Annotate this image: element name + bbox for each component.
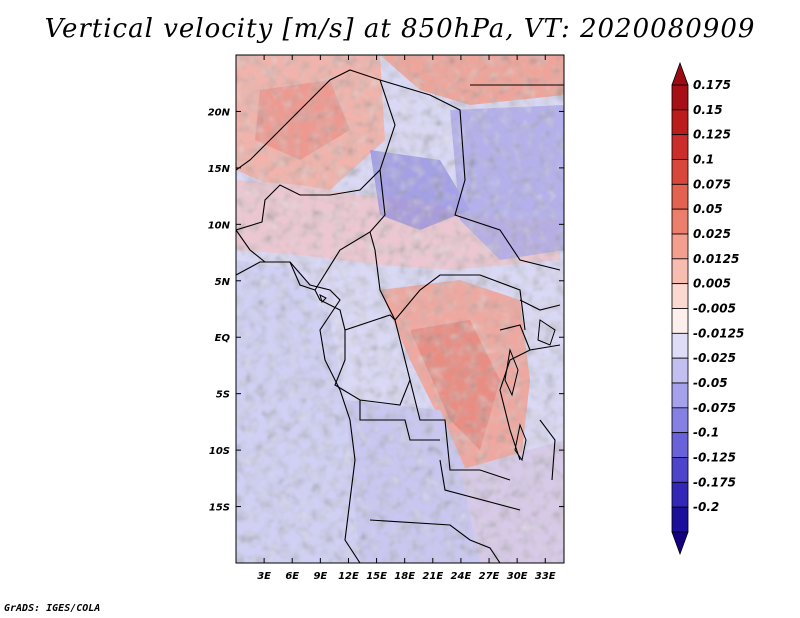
colorbar-label: -0.1 bbox=[693, 426, 719, 440]
colorbar-label: 0.1 bbox=[693, 153, 714, 167]
lon-tick-label: 33E bbox=[535, 571, 556, 582]
lon-tick-label: 30E bbox=[507, 571, 528, 582]
colorbar-swatch bbox=[671, 159, 689, 185]
lon-tick-label: 24E bbox=[451, 571, 472, 582]
colorbar-label: -0.05 bbox=[693, 376, 728, 390]
lon-tick-label: 6E bbox=[285, 571, 299, 582]
lon-tick-label: 9E bbox=[313, 571, 327, 582]
colorbar-swatch bbox=[671, 506, 689, 533]
map-title: Vertical velocity [m/s] at 850hPa, VT: 2… bbox=[44, 14, 756, 44]
colorbar-swatch bbox=[671, 208, 689, 235]
lon-tick-label: 15E bbox=[366, 571, 387, 582]
lat-tick-label: 5N bbox=[215, 277, 231, 288]
lon-tick-label: 27E bbox=[479, 571, 500, 582]
colorbar-swatch bbox=[671, 183, 689, 210]
lon-tick-label: 3E bbox=[257, 571, 271, 582]
colorbar-label: -0.075 bbox=[693, 401, 736, 415]
colorbar-label: 0.15 bbox=[693, 103, 723, 117]
colorbar-label: 0.005 bbox=[693, 277, 731, 291]
lat-tick-label: 15N bbox=[208, 164, 231, 175]
longitude-axis: 3E 6E 9E 12E 15E 18E 21E 24E 27E 30E 33E bbox=[257, 55, 556, 582]
colorbar-label: -0.125 bbox=[693, 451, 736, 465]
grads-credit: GrADS: IGES/COLA bbox=[4, 603, 101, 614]
lat-tick-label: 5S bbox=[216, 390, 230, 401]
colorbar-swatch bbox=[671, 308, 689, 334]
colorbar-high-arrow bbox=[671, 61, 689, 86]
lat-tick-label: 10N bbox=[208, 220, 231, 231]
colorbar-swatch bbox=[671, 332, 689, 359]
velocity-field bbox=[236, 55, 564, 563]
colorbar-label: 0.175 bbox=[693, 78, 731, 92]
colorbar-swatch bbox=[671, 283, 689, 309]
colorbar-swatch bbox=[671, 233, 689, 260]
colorbar-label: -0.0125 bbox=[693, 326, 744, 340]
colorbar-swatch bbox=[671, 258, 689, 285]
colorbar-swatch bbox=[671, 407, 689, 434]
lon-tick-label: 21E bbox=[422, 571, 443, 582]
colorbar-swatch bbox=[671, 134, 689, 160]
colorbar-label: -0.175 bbox=[693, 475, 736, 489]
colorbar-swatch bbox=[671, 382, 689, 409]
colorbar-swatch bbox=[671, 84, 689, 111]
colorbar-label: 0.125 bbox=[693, 128, 731, 142]
lat-tick-label: 20N bbox=[208, 107, 231, 118]
colorbar-low-arrow bbox=[671, 531, 689, 556]
colorbar-label: 0.0125 bbox=[693, 252, 739, 266]
lon-tick-label: 18E bbox=[394, 571, 415, 582]
colorbar-label: 0.05 bbox=[693, 202, 723, 216]
lat-tick-label: 15S bbox=[209, 503, 230, 514]
colorbar-label: -0.2 bbox=[693, 500, 719, 514]
colorbar-label: 0.075 bbox=[693, 177, 731, 191]
colorbar-label: -0.005 bbox=[693, 302, 736, 316]
latitude-axis: 20N 15N 10N 5N EQ 5S 10S 15S bbox=[208, 107, 564, 514]
lat-tick-label: 10S bbox=[209, 446, 230, 457]
lat-tick-label: EQ bbox=[215, 333, 231, 344]
colorbar-swatch bbox=[671, 109, 689, 136]
colorbar-swatch bbox=[671, 357, 689, 384]
colorbar: 0.175 0.15 0.125 0.1 0.075 0.05 0.025 0.0125 0.0… bbox=[671, 61, 744, 556]
colorbar-swatch bbox=[671, 481, 689, 508]
colorbar-swatch bbox=[671, 432, 689, 458]
colorbar-label: -0.025 bbox=[693, 351, 736, 365]
map-frame bbox=[235, 54, 565, 564]
colorbar-label: 0.025 bbox=[693, 227, 731, 241]
colorbar-swatch bbox=[671, 457, 689, 483]
lon-tick-label: 12E bbox=[338, 571, 359, 582]
